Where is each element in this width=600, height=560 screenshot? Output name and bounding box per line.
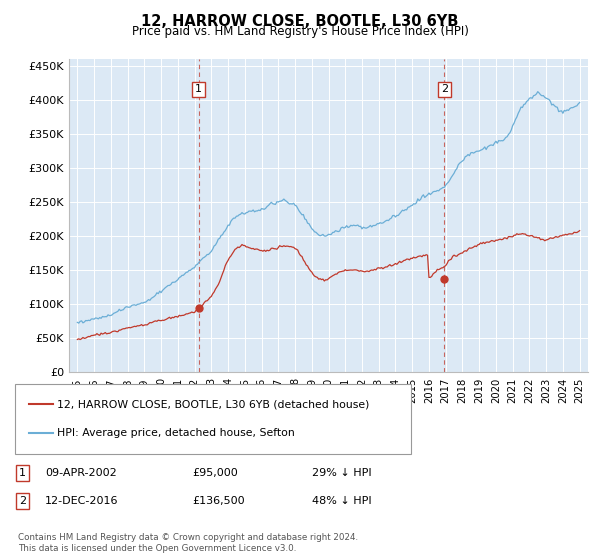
Text: 1: 1 xyxy=(195,85,202,95)
Text: HPI: Average price, detached house, Sefton: HPI: Average price, detached house, Seft… xyxy=(57,428,295,438)
Text: Contains HM Land Registry data © Crown copyright and database right 2024.
This d: Contains HM Land Registry data © Crown c… xyxy=(18,533,358,553)
Text: 09-APR-2002: 09-APR-2002 xyxy=(45,468,117,478)
Text: £136,500: £136,500 xyxy=(192,496,245,506)
Text: 2: 2 xyxy=(441,85,448,95)
Text: 12, HARROW CLOSE, BOOTLE, L30 6YB (detached house): 12, HARROW CLOSE, BOOTLE, L30 6YB (detac… xyxy=(57,399,370,409)
Text: £95,000: £95,000 xyxy=(192,468,238,478)
Text: 12-DEC-2016: 12-DEC-2016 xyxy=(45,496,119,506)
Text: 29% ↓ HPI: 29% ↓ HPI xyxy=(312,468,371,478)
Text: Price paid vs. HM Land Registry's House Price Index (HPI): Price paid vs. HM Land Registry's House … xyxy=(131,25,469,38)
Text: 1: 1 xyxy=(19,468,26,478)
Text: 48% ↓ HPI: 48% ↓ HPI xyxy=(312,496,371,506)
Text: 2: 2 xyxy=(19,496,26,506)
Text: 12, HARROW CLOSE, BOOTLE, L30 6YB: 12, HARROW CLOSE, BOOTLE, L30 6YB xyxy=(142,14,458,29)
